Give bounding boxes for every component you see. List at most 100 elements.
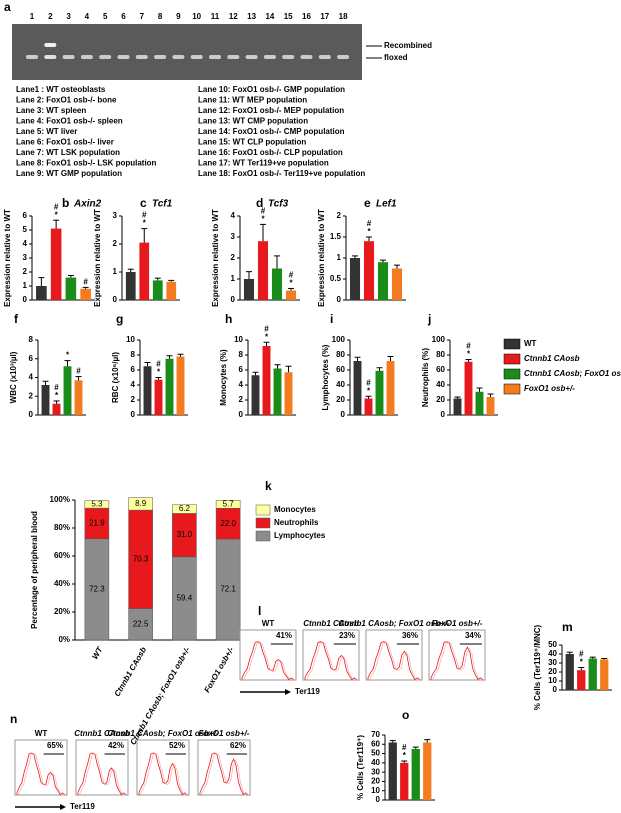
y-tick-label: 60 — [371, 739, 380, 748]
y-tick-label: 2 — [29, 391, 34, 400]
lane-description: Lane 16: FoxO1 osb-/- CLP population — [198, 148, 343, 157]
bar — [152, 280, 163, 300]
bar-segment — [215, 538, 241, 641]
panel-label: e — [364, 196, 371, 210]
lane-description: Lane1 : WT osteoblasts — [16, 85, 106, 94]
significance-mark: * — [157, 368, 161, 377]
significance-mark: # — [142, 211, 147, 220]
sample-label: FoxO1 osb+/- — [432, 619, 483, 628]
y-tick-label: 0.5 — [330, 274, 342, 283]
lane-number: 16 — [302, 12, 311, 21]
lane-number: 15 — [284, 12, 293, 21]
gel-band — [318, 55, 331, 59]
bar — [386, 361, 395, 415]
y-tick-label: 0% — [58, 635, 70, 644]
legend-swatch — [503, 338, 521, 350]
bar — [65, 277, 77, 300]
legend-swatch — [503, 383, 521, 395]
gate-percent: 36% — [402, 631, 418, 640]
bar — [565, 654, 574, 690]
significance-mark: # — [366, 378, 371, 387]
histogram-curve — [304, 641, 358, 681]
histogram-curve — [140, 753, 190, 797]
y-axis-label: Expression relative to WT — [211, 209, 220, 307]
y-tick-label: 2 — [131, 395, 136, 404]
data-label: 22.5 — [133, 619, 149, 628]
x-tick-label: Ctnnb1 CAosb — [113, 645, 149, 698]
data-label: 59.4 — [177, 594, 193, 603]
gel-image — [12, 24, 362, 80]
y-tick-label: 30 — [371, 767, 380, 776]
histogram-frame — [14, 739, 68, 796]
y-tick-label: 0 — [441, 410, 446, 419]
panel-label: a — [4, 0, 11, 14]
lane-number: 14 — [265, 12, 274, 21]
y-tick-label: 2 — [239, 395, 244, 404]
significance-mark: # — [264, 324, 269, 333]
histogram-curve — [243, 642, 297, 682]
lane-number: 10 — [192, 12, 201, 21]
legend-swatch — [255, 517, 271, 529]
histogram-curve — [18, 753, 68, 797]
lane-description: Lane 9: WT GMP population — [16, 169, 122, 178]
gate-percent: 41% — [276, 631, 292, 640]
bar — [388, 742, 397, 800]
y-tick-label: 100 — [432, 335, 446, 344]
y-tick-label: 80% — [54, 523, 70, 532]
y-tick-label: 6 — [239, 365, 244, 374]
lane-number: 4 — [85, 12, 90, 21]
histogram-curve — [430, 641, 484, 681]
y-tick-label: 0 — [29, 410, 34, 419]
bar — [165, 358, 174, 415]
lane-description: Lane 2: FoxO1 osb-/- bone — [16, 96, 117, 105]
histogram-curve — [306, 642, 360, 682]
y-tick-label: 0 — [553, 685, 558, 694]
significance-mark: * — [143, 219, 147, 228]
panel-label: l — [258, 604, 261, 618]
data-label: 72.1 — [220, 585, 236, 594]
lane-number: 7 — [140, 12, 145, 21]
bar-segment — [84, 507, 110, 540]
gel-band — [44, 55, 57, 59]
significance-mark: # — [54, 202, 59, 211]
gel-band — [209, 55, 221, 59]
bar-segment — [84, 538, 110, 641]
significance-mark: * — [265, 332, 269, 341]
y-tick-label: 40 — [371, 758, 380, 767]
sample-label: Ctnnb1 CAosb — [303, 619, 359, 628]
bar — [74, 380, 83, 415]
y-tick-label: 60 — [336, 365, 345, 374]
lane-description: Lane 14: FoxO1 osb-/- CMP population — [198, 127, 345, 136]
legend-swatch — [255, 530, 271, 542]
y-tick-label: 20% — [54, 607, 70, 616]
lane-description: Lane 10: FoxO1 osb-/- GMP population — [198, 85, 345, 94]
sample-label: Ctnnb1 CAosb; FoxO1 osb+/- — [338, 619, 450, 628]
y-tick-label: 0 — [23, 295, 28, 304]
bar — [80, 288, 91, 300]
lane-number: 17 — [320, 12, 329, 21]
y-tick-label: 80 — [436, 350, 445, 359]
bar — [176, 356, 185, 415]
bar — [50, 228, 62, 300]
y-tick-label: 20 — [548, 667, 557, 676]
legend-swatch — [255, 504, 271, 516]
bar — [143, 366, 152, 415]
bar — [600, 659, 609, 690]
significance-mark: # — [367, 219, 372, 228]
lane-description: Lane 17: WT Ter119+ve population — [198, 159, 329, 168]
significance-mark: * — [55, 210, 59, 219]
bar-segment — [128, 509, 153, 609]
bar — [363, 241, 375, 300]
gel-band — [26, 55, 38, 59]
bar — [411, 748, 420, 800]
significance-mark: # — [261, 207, 266, 216]
lane-description: Lane 4: FoxO1 osb-/- spleen — [16, 117, 123, 126]
axis-label: Ter119 — [295, 687, 320, 696]
y-tick-label: 0 — [113, 295, 118, 304]
lane-number: 1 — [30, 12, 35, 21]
y-tick-label: 10 — [234, 335, 243, 344]
histogram-frame — [239, 629, 297, 681]
significance-mark: * — [467, 350, 471, 359]
bar — [577, 670, 586, 690]
